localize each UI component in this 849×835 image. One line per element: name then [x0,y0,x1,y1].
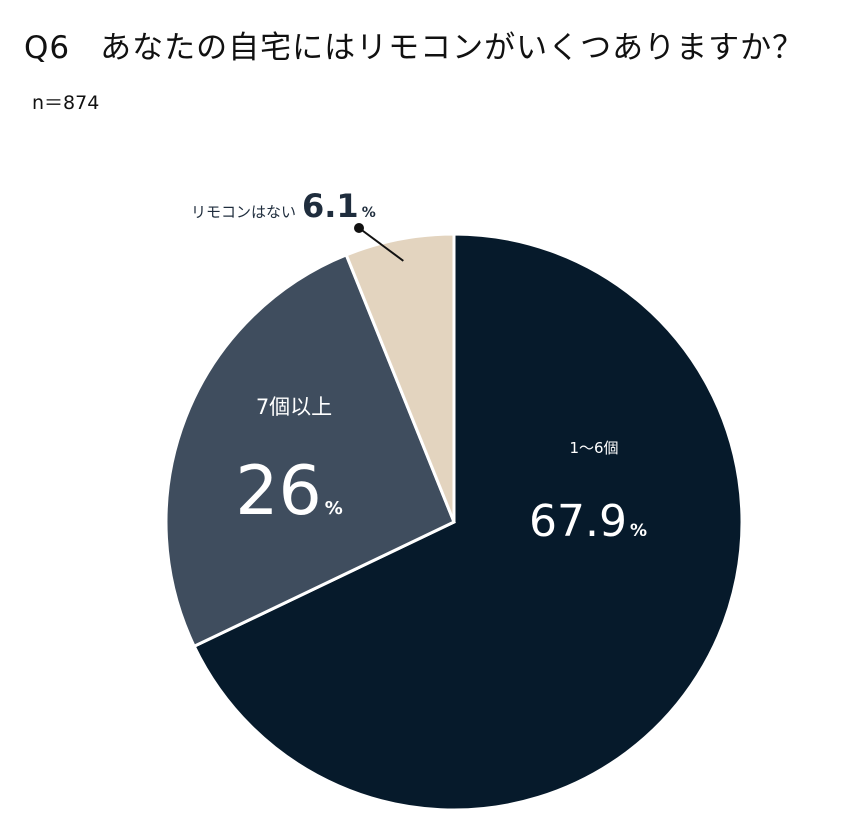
pie-callouts [354,223,404,262]
chart-title: Q6 あなたの自宅にはリモコンがいくつありますか？ [24,22,804,67]
slice-3-category-label: リモコンはない [191,203,296,221]
question-text: あなたの自宅にはリモコンがいくつありますか？ [100,30,805,66]
pie-slices [164,232,744,812]
question-number: Q6 [24,30,71,66]
slice-3-value-label: 6.1% [302,187,376,225]
slice-3-callout-dot [354,223,364,233]
sample-size: n＝874 [32,92,100,114]
pie-slice-2 [164,252,456,649]
slice-2-value-label: 26% [235,452,343,531]
pie-labels: 1〜6個 67.9 % 7個以上 26 % リモコンはない 6.1% [191,187,647,547]
slice-3-callout-line [358,227,404,262]
pie-slice-3 [344,232,456,523]
slice-2-category-label: 7個以上 [256,395,332,419]
slice-1-value-label: 67.9% [529,496,647,547]
slice-1-category-label: 1〜6個 [569,439,618,457]
pie-slice-1 [192,232,744,812]
